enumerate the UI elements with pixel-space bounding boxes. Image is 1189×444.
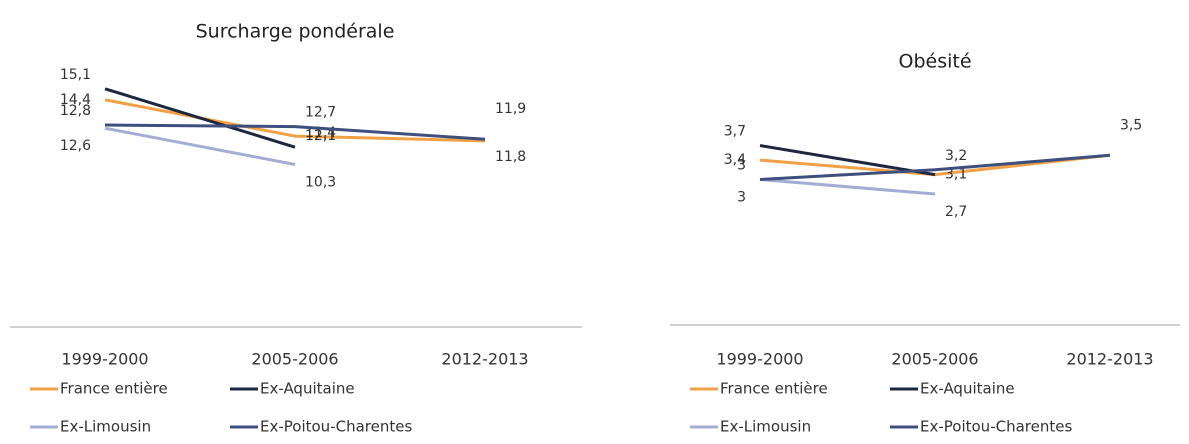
chart-title: Obésité [898,51,971,73]
x-tick-label: 2005-2006 [891,350,978,369]
legend-label: Ex-Aquitaine [920,380,1015,398]
series-line [104,123,486,141]
legend-label: Ex-Limousin [60,418,151,436]
data-label: 12,6 [60,138,91,154]
x-tick-label: 2005-2006 [251,350,338,369]
series-line [104,98,486,143]
series-line [104,126,296,166]
data-label: 3,2 [945,148,967,164]
data-label: 12,8 [60,103,91,119]
x-tick-label: 2012-2013 [441,350,528,369]
legend-label: France entière [60,380,168,398]
series-line [759,153,1111,181]
legend-label: Ex-Poitou-Charentes [920,418,1072,436]
data-label: 10,3 [305,174,336,190]
data-label: 11,8 [495,149,526,165]
data-label: 3,7 [724,124,746,140]
x-tick-label: 1999-2000 [61,350,148,369]
legend-label: Ex-Aquitaine [260,380,355,398]
legend-label: Ex-Limousin [720,418,811,436]
series-line [759,144,936,177]
data-label: 12,1 [305,128,336,144]
x-tick-label: 1999-2000 [716,350,803,369]
data-label: 11,9 [495,101,526,117]
legend-label: France entière [720,380,828,398]
data-label: 14,4 [60,92,91,108]
series-line [104,87,296,149]
data-label: 3,5 [1120,117,1142,133]
legend-label: Ex-Poitou-Charentes [260,418,412,436]
data-label: 3 [737,158,746,174]
data-label: 12,7 [305,105,336,121]
series-line [759,178,936,196]
data-label: 3 [737,190,746,206]
chart-title: Surcharge pondérale [196,21,395,43]
data-label: 3,1 [945,167,967,183]
data-label: 15,1 [60,67,91,83]
data-label: 3,4 [724,152,746,168]
data-label: 2,7 [945,204,967,220]
x-tick-label: 2012-2013 [1066,350,1153,369]
